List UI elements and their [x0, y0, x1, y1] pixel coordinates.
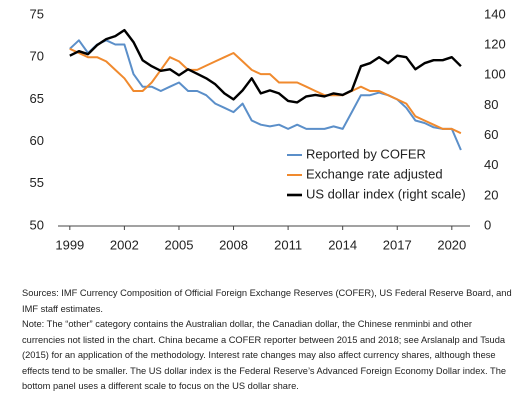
series-line: [69, 47, 462, 135]
notes: Sources: IMF Currency Composition of Off…: [22, 286, 516, 395]
y-tick-label: 65: [30, 91, 44, 106]
y2-tick-label: 20: [484, 187, 498, 202]
x-tick-label: 2014: [328, 237, 357, 252]
y2-tick-label: 60: [484, 127, 498, 142]
legend-label: Reported by COFER: [306, 146, 426, 161]
y-tick-label: 70: [30, 49, 44, 64]
y-tick-label: 50: [30, 217, 44, 232]
y2-tick-label: 40: [484, 157, 498, 172]
x-tick-label: 2011: [274, 237, 302, 252]
x-tick-label: 2008: [219, 237, 248, 252]
y2-tick-label: 80: [484, 97, 498, 112]
chart: 50 55 60 65 70 75 0 20 40 60 80 100 120 140 1999 2002 20…: [30, 6, 506, 252]
y-tick-label: 75: [30, 6, 44, 21]
source-note: Sources: IMF Currency Composition of Off…: [22, 288, 512, 314]
series-line: [69, 28, 462, 104]
y-tick-label: 55: [30, 175, 44, 190]
y2-tick-label: 0: [484, 217, 491, 232]
note: Note: The “other” category contains the …: [22, 319, 507, 391]
x-tick-label: 2020: [437, 237, 466, 252]
x-tick-label: 2017: [383, 237, 412, 252]
legend-label: Exchange rate adjusted: [306, 166, 443, 181]
x-tick-label: 2002: [110, 237, 139, 252]
x-tick-label: 1999: [55, 237, 84, 252]
legend-label: US dollar index (right scale): [306, 186, 466, 201]
y2-tick-label: 120: [484, 37, 506, 52]
y2-tick-label: 140: [484, 6, 506, 21]
y2-tick-label: 100: [484, 67, 506, 82]
x-tick-label: 2005: [165, 237, 194, 252]
y-tick-label: 60: [30, 133, 44, 148]
